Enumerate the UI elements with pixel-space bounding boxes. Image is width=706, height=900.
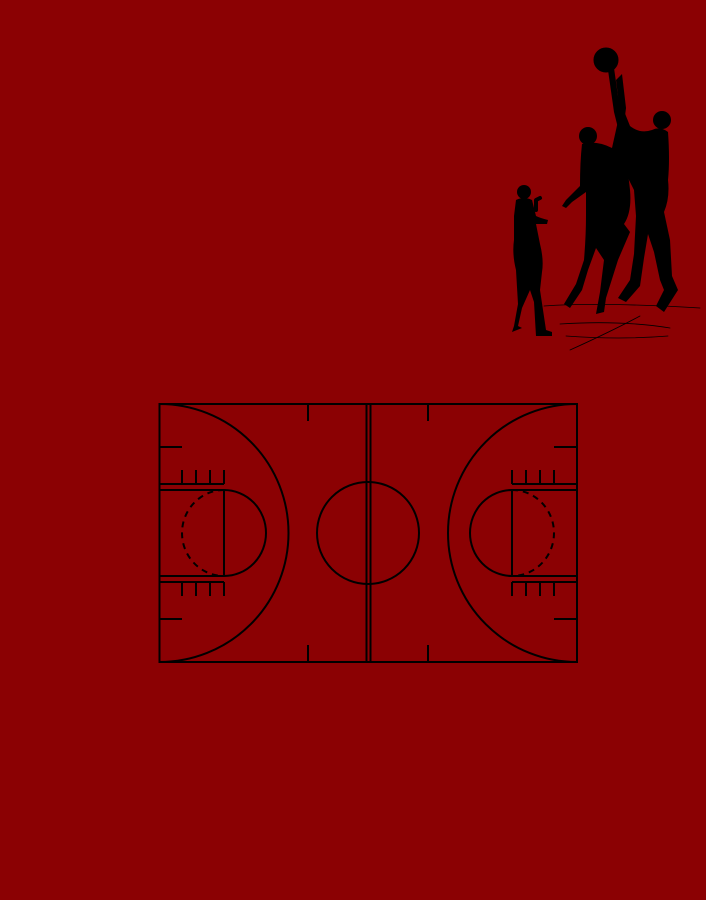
basketball-icon	[593, 47, 619, 73]
court-boundary	[158, 403, 578, 663]
basketball-court-diagram-icon	[158, 403, 578, 663]
player-jumping-middle	[562, 74, 631, 314]
floor-shadow-lines	[543, 304, 701, 351]
free-throw-circle-left	[223, 489, 267, 577]
right-half	[447, 403, 578, 663]
player-standing	[512, 185, 552, 336]
left-half	[159, 403, 290, 663]
center-circle	[316, 481, 420, 585]
three-point-arc-left	[159, 403, 290, 663]
free-throw-circle-right	[469, 489, 513, 577]
basketball-players-silhouette-icon	[512, 47, 701, 351]
court-diagram	[150, 395, 590, 675]
three-point-arc-right	[447, 403, 578, 663]
player-jumping-right	[608, 68, 678, 312]
players-illustration	[500, 40, 706, 360]
